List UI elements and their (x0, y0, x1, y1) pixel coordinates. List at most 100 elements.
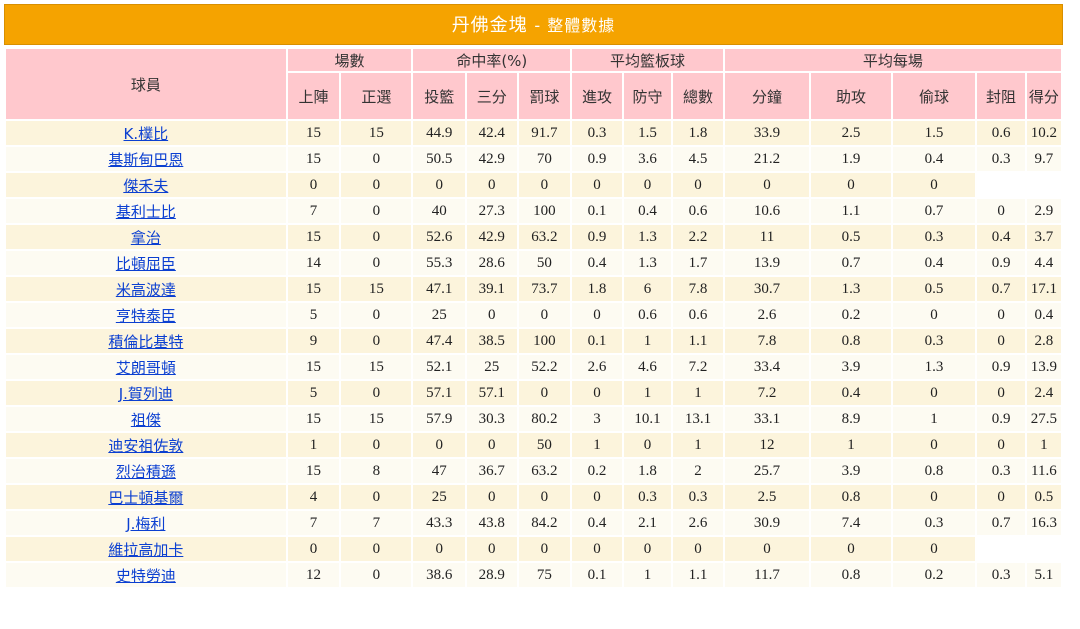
stat-def-reb: 0.3 (623, 485, 672, 509)
stat-games-started: 0 (341, 329, 412, 353)
stat-ft-pct: 50 (518, 251, 571, 275)
stat-ft-pct: 0 (518, 381, 571, 405)
stat-points: 10.2 (1026, 121, 1061, 145)
stat-fg-pct: 55.3 (413, 251, 466, 275)
player-link[interactable]: 基斯甸巴恩 (108, 150, 184, 169)
stat-assists: 1.3 (811, 277, 891, 301)
stat-off-reb: 1.8 (572, 277, 622, 301)
player-link[interactable]: J.梅利 (126, 514, 166, 533)
stat-games-started: 0 (341, 173, 412, 197)
player-name-cell: 維拉高加卡 (6, 537, 286, 561)
stat-blocks: 0 (977, 433, 1025, 457)
col-header-three-pct: 三分 (467, 73, 517, 119)
stat-def-reb: 0 (623, 173, 672, 197)
stat-games-played: 7 (287, 511, 340, 535)
stat-def-reb: 6 (623, 277, 672, 301)
player-row: 維拉高加卡 0 0 0 0 0 0 0 0 0 0 0 (6, 537, 1061, 561)
player-link[interactable]: 比頓屈臣 (115, 254, 176, 273)
stat-minutes: 0 (724, 173, 810, 197)
stat-fg-pct: 57.9 (413, 407, 466, 431)
stat-assists: 0.8 (811, 563, 891, 587)
player-link[interactable]: 迪安祖佐敦 (108, 436, 184, 455)
stat-fg-pct: 40 (413, 199, 466, 223)
player-link[interactable]: K.樸比 (123, 124, 169, 143)
team-title-bar: 丹佛金塊 - 整體數據 (4, 4, 1063, 45)
stat-games-played: 12 (287, 563, 340, 587)
stat-points: 3.7 (1026, 225, 1061, 249)
stat-fg-pct: 0 (413, 173, 466, 197)
stat-games-played: 15 (287, 407, 340, 431)
stat-assists: 3.9 (811, 355, 891, 379)
player-link[interactable]: 祖傑 (130, 410, 161, 429)
stat-minutes: 2.6 (724, 303, 810, 327)
player-link[interactable]: 亨特泰臣 (115, 306, 176, 325)
stat-def-reb: 0 (623, 433, 672, 457)
stat-total-reb: 1.1 (673, 329, 723, 353)
stats-panel: 丹佛金塊 - 整體數據 球員 場數 命中率(%) 平均籃板球 平均每場 上陣 正選… (4, 4, 1063, 589)
stat-minutes: 21.2 (724, 147, 810, 171)
stat-assists: 0.4 (811, 381, 891, 405)
stat-ft-pct: 100 (518, 199, 571, 223)
player-link[interactable]: 烈治積遜 (115, 462, 176, 481)
stat-ft-pct: 0 (518, 485, 571, 509)
stat-assists: 1.1 (811, 199, 891, 223)
player-name-cell: 艾朗哥頓 (6, 355, 286, 379)
shooting-pct-group-header: 命中率(%) (413, 49, 571, 71)
stat-games-started: 0 (341, 537, 412, 561)
stat-games-played: 15 (287, 277, 340, 301)
player-link[interactable]: 維拉高加卡 (108, 540, 184, 559)
stat-off-reb: 3 (572, 407, 622, 431)
stat-steals: 0.8 (892, 459, 976, 483)
stat-ft-pct: 84.2 (518, 511, 571, 535)
stat-games-started: 0 (341, 381, 412, 405)
stat-total-reb: 0.6 (673, 303, 723, 327)
stat-steals: 0 (892, 485, 976, 509)
stat-points: 2.4 (1026, 381, 1061, 405)
col-header-off-reb: 進攻 (572, 73, 622, 119)
stat-points: 4.4 (1026, 251, 1061, 275)
stat-total-reb: 0.6 (673, 199, 723, 223)
stat-ft-pct: 100 (518, 329, 571, 353)
player-link[interactable]: 積倫比基特 (108, 332, 184, 351)
stat-total-reb: 0 (673, 537, 723, 561)
col-header-blocks: 封阻 (977, 73, 1025, 119)
player-row: 迪安祖佐敦 1 0 0 0 50 1 0 1 12 1 0 0 1 (6, 433, 1061, 457)
player-row: 史特勞迪 12 0 38.6 28.9 75 0.1 1 1.1 11.7 0.8 0.2 0.3 5.1 (6, 563, 1061, 587)
player-name-cell: 傑禾夫 (6, 173, 286, 197)
stat-def-reb: 1 (623, 381, 672, 405)
player-column-header: 球員 (6, 49, 286, 119)
player-name-cell: J.梅利 (6, 511, 286, 535)
stat-points: 1 (1026, 433, 1061, 457)
player-row: J.梅利 7 7 43.3 43.8 84.2 0.4 2.1 2.6 30.9 7.4 0.3 0.7… (6, 511, 1061, 535)
stat-off-reb: 0.1 (572, 329, 622, 353)
player-link[interactable]: 基利士比 (115, 202, 176, 221)
stat-off-reb: 0 (572, 173, 622, 197)
stat-three-pct: 42.9 (467, 147, 517, 171)
stat-steals: 0.7 (892, 199, 976, 223)
stat-steals: 0 (892, 537, 976, 561)
games-group-header: 場數 (287, 49, 412, 71)
stat-total-reb: 1 (673, 433, 723, 457)
player-link[interactable]: 米高波達 (115, 280, 176, 299)
stat-three-pct: 36.7 (467, 459, 517, 483)
stat-three-pct: 38.5 (467, 329, 517, 353)
stat-assists: 7.4 (811, 511, 891, 535)
stat-off-reb: 0.3 (572, 121, 622, 145)
stat-steals: 0.2 (892, 563, 976, 587)
stat-blocks: 0 (977, 199, 1025, 223)
player-link[interactable]: 拿治 (130, 228, 161, 247)
stat-total-reb: 2.6 (673, 511, 723, 535)
player-link[interactable]: J.賀列迪 (118, 384, 173, 403)
stat-points: 0.4 (1026, 303, 1061, 327)
player-link[interactable]: 艾朗哥頓 (115, 358, 176, 377)
player-link[interactable]: 史特勞迪 (115, 566, 176, 585)
player-link[interactable]: 巴士頓基爾 (108, 488, 184, 507)
stat-steals: 0 (892, 303, 976, 327)
stat-steals: 1 (892, 407, 976, 431)
col-header-assists: 助攻 (811, 73, 891, 119)
stat-steals: 0.3 (892, 329, 976, 353)
stat-steals: 0 (892, 433, 976, 457)
stat-games-started: 15 (341, 355, 412, 379)
stat-games-played: 15 (287, 459, 340, 483)
player-link[interactable]: 傑禾夫 (123, 176, 169, 195)
